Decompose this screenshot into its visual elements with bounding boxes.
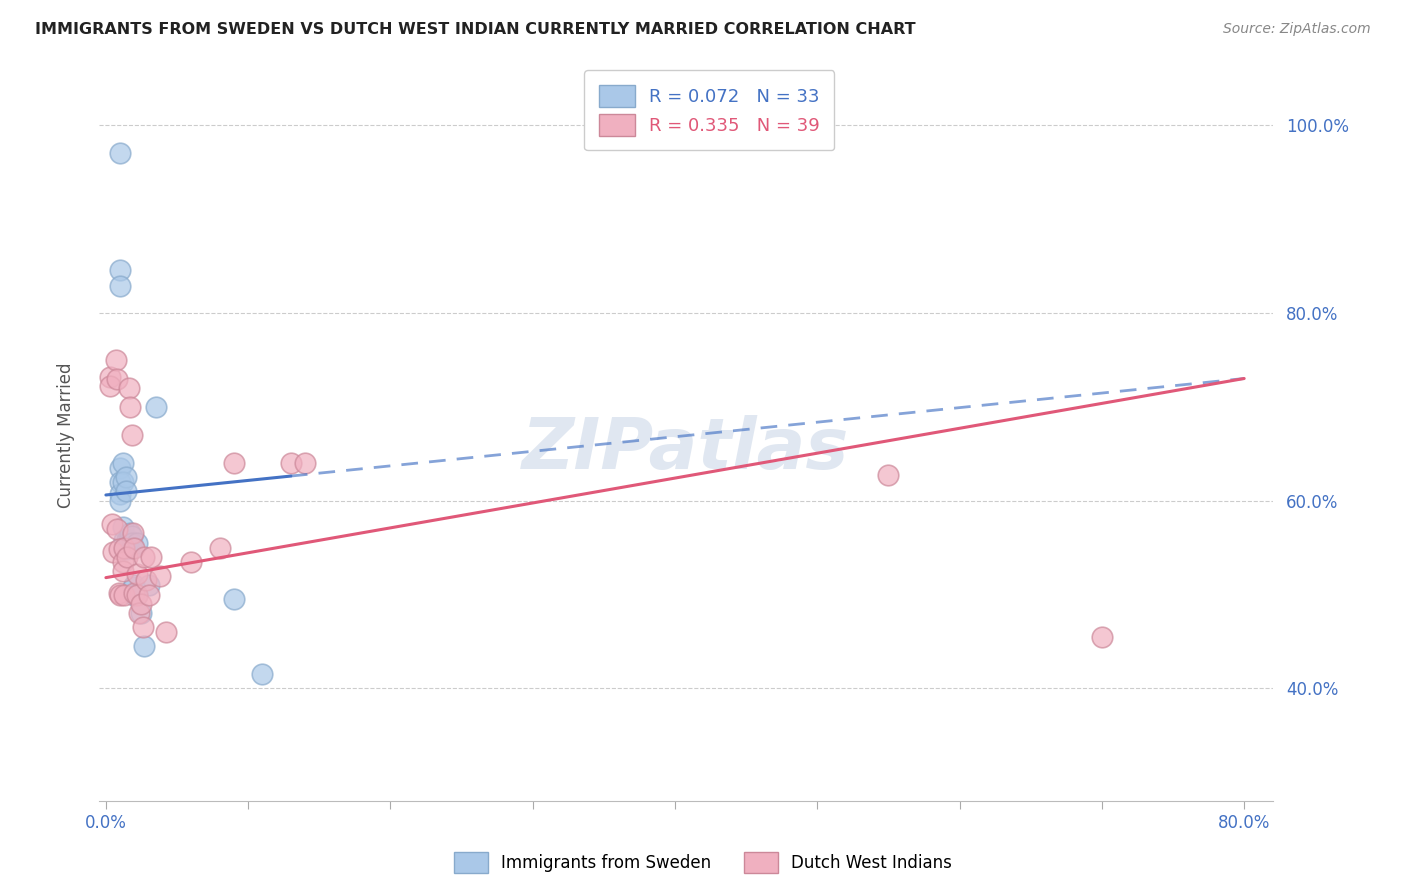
Point	[118, 533, 141, 547]
Point	[135, 574, 157, 588]
Point	[294, 456, 316, 470]
Point	[132, 620, 155, 634]
Point	[120, 400, 142, 414]
Point	[138, 588, 160, 602]
Point	[108, 279, 131, 293]
Point	[111, 475, 134, 489]
Point	[131, 597, 153, 611]
Point	[108, 146, 131, 161]
Point	[108, 475, 131, 489]
Point	[108, 460, 131, 475]
Point	[131, 607, 153, 621]
Point	[122, 526, 145, 541]
Point	[222, 592, 245, 607]
Point	[117, 549, 139, 564]
Point	[107, 542, 129, 557]
Point	[118, 381, 141, 395]
Point	[108, 263, 131, 277]
Point	[108, 588, 131, 602]
Point	[280, 456, 302, 470]
Point	[127, 588, 149, 602]
Point	[155, 625, 177, 640]
Text: ZIPatlas: ZIPatlas	[522, 415, 849, 484]
Point	[252, 667, 274, 681]
Point	[111, 564, 134, 578]
Point	[121, 536, 143, 550]
Text: Source: ZipAtlas.com: Source: ZipAtlas.com	[1223, 22, 1371, 37]
Point	[112, 533, 135, 547]
Point	[117, 533, 139, 547]
Point	[112, 541, 135, 555]
Point	[121, 529, 143, 543]
Y-axis label: Currently Married: Currently Married	[58, 362, 75, 508]
Point	[1091, 630, 1114, 644]
Point	[134, 549, 156, 564]
Legend: R = 0.072   N = 33, R = 0.335   N = 39: R = 0.072 N = 33, R = 0.335 N = 39	[583, 70, 834, 151]
Point	[111, 555, 134, 569]
Point	[208, 541, 231, 555]
Point	[877, 468, 900, 483]
Point	[138, 578, 160, 592]
Point	[222, 456, 245, 470]
Point	[121, 428, 143, 442]
Legend: Immigrants from Sweden, Dutch West Indians: Immigrants from Sweden, Dutch West India…	[447, 846, 959, 880]
Point	[104, 352, 127, 367]
Point	[120, 526, 142, 541]
Point	[141, 549, 163, 564]
Point	[117, 542, 139, 557]
Point	[124, 578, 146, 592]
Point	[112, 542, 135, 557]
Point	[114, 470, 136, 484]
Point	[111, 456, 134, 470]
Point	[108, 493, 131, 508]
Point	[101, 545, 124, 559]
Point	[149, 568, 172, 582]
Point	[112, 588, 135, 602]
Point	[124, 585, 146, 599]
Point	[105, 371, 128, 385]
Text: IMMIGRANTS FROM SWEDEN VS DUTCH WEST INDIAN CURRENTLY MARRIED CORRELATION CHART: IMMIGRANTS FROM SWEDEN VS DUTCH WEST IND…	[35, 22, 915, 37]
Point	[111, 520, 134, 534]
Point	[108, 487, 131, 501]
Point	[98, 379, 121, 393]
Point	[122, 580, 145, 594]
Point	[180, 555, 202, 569]
Point	[124, 541, 146, 555]
Point	[127, 566, 149, 581]
Point	[127, 536, 149, 550]
Point	[105, 522, 128, 536]
Point	[100, 517, 122, 532]
Point	[121, 541, 143, 555]
Point	[128, 607, 150, 621]
Point	[107, 585, 129, 599]
Point	[134, 639, 156, 653]
Point	[98, 369, 121, 384]
Point	[127, 588, 149, 602]
Point	[114, 484, 136, 499]
Point	[145, 400, 167, 414]
Point	[124, 588, 146, 602]
